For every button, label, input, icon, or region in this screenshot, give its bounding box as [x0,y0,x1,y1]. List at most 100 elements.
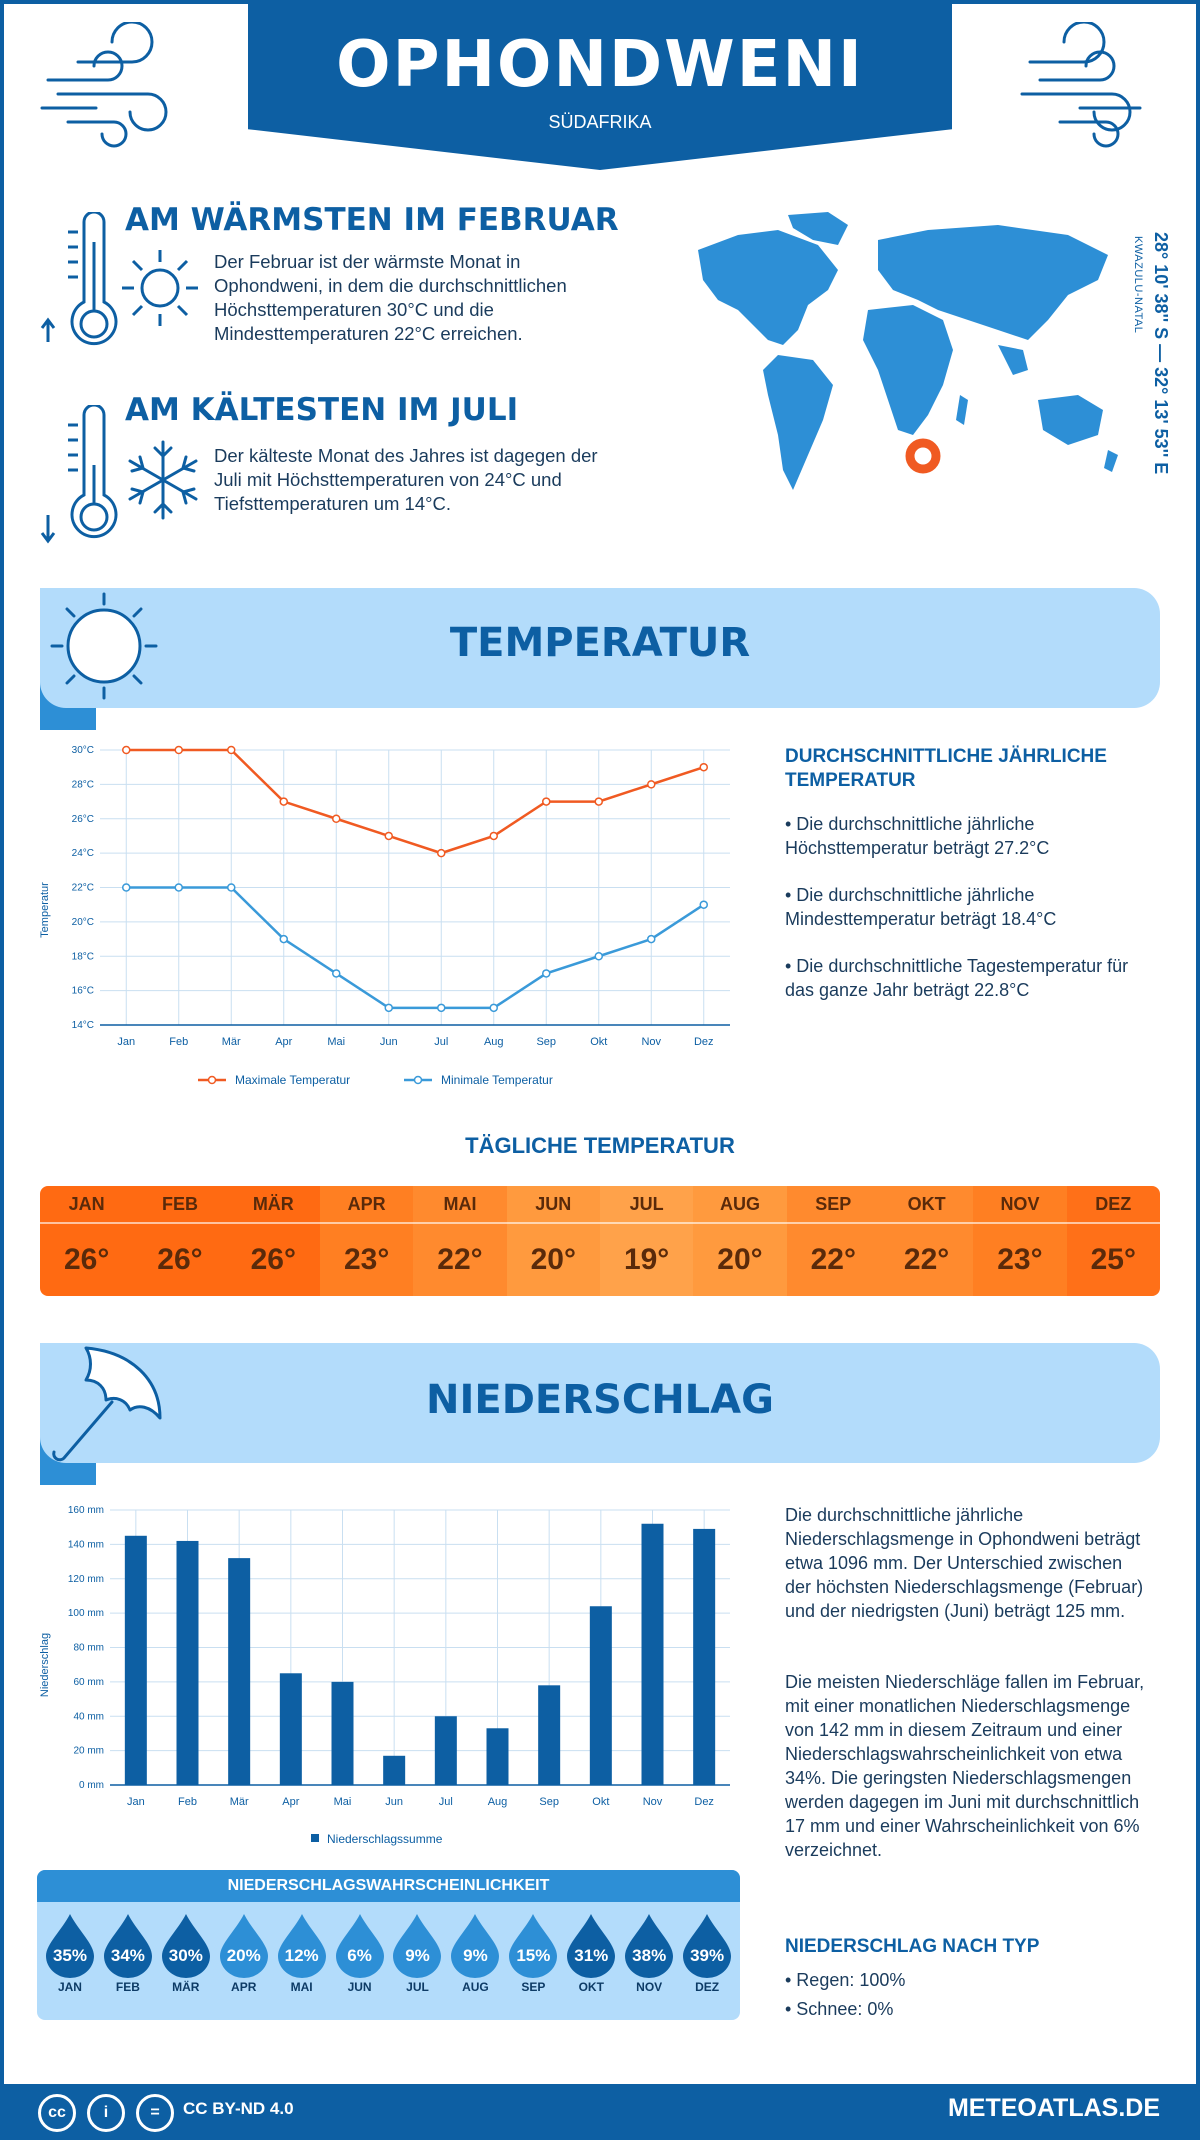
y-tick-label: 18°C [72,951,94,962]
raindrop-icon: 20% [218,1912,270,1978]
x-tick-label: Aug [484,1036,504,1048]
warmest-text: Der Februar ist der wärmste Monat in Oph… [214,251,567,344]
daily-temp-value: 26° [157,1243,203,1276]
legend-precip: Niederschlagssumme [311,1832,443,1846]
daily-temp-table: JAN 26° FEB 26° MÄR 26° APR 23° MAI 22° JUN 20° JUL 1… [40,1186,1160,1296]
data-point [332,814,341,823]
y-tick-label: 14°C [72,1020,94,1031]
bar [279,1673,302,1785]
coordinates: 28° 10' 38'' S — 32° 13' 53'' E [1151,232,1171,475]
legend-precip-label: Niederschlagssumme [327,1832,443,1846]
bar [641,1523,664,1785]
location-marker-icon [905,438,941,474]
daily-temp-value: 26° [63,1243,110,1276]
y-tick-label: 16°C [72,986,94,997]
x-tick-label: Okt [592,1796,609,1808]
legend-max-label: Maximale Temperatur [235,1073,350,1087]
probability-item: 34% FEB [99,1912,157,1994]
legend-max: Maximale Temperatur [198,1073,350,1087]
daily-temp-value: 23° [343,1243,390,1276]
y-tick-label: 22°C [72,883,94,894]
data-point [227,883,236,892]
raindrop-icon: 9% [449,1912,501,1978]
daily-temp-month: APR [319,1186,414,1224]
probability-item: 30% MÄR [157,1912,215,1994]
daily-temp-month: JUL [599,1186,694,1224]
attribution-icon[interactable]: i [87,2094,125,2132]
license-label[interactable]: CC BY-ND 4.0 [183,2099,294,2118]
probability-value: 6% [347,1946,372,1965]
daily-temp-month: MAI [413,1186,507,1224]
data-point [594,952,603,961]
daily-temp-value: 22° [437,1243,483,1276]
x-tick-label: Jan [117,1036,135,1048]
coldest-text: Der kälteste Monat des Jahres ist dagege… [214,445,598,514]
probability-value: 15% [516,1946,551,1965]
x-tick-label: Apr [282,1796,299,1808]
probability-month: FEB [115,1980,140,1994]
probability-value: 31% [574,1946,609,1965]
data-point [542,797,551,806]
probability-month: MAI [290,1980,313,1994]
y-tick-label: 28°C [72,779,94,790]
x-tick-label: Mär [230,1796,249,1808]
x-tick-label: Mär [222,1036,241,1048]
daily-temp-month: SEP [786,1186,880,1224]
data-point [332,969,341,978]
probability-month: APR [231,1980,257,1994]
raindrop-icon: 12% [276,1912,328,1978]
y-tick-label: 0 mm [79,1780,104,1791]
x-tick-label: Aug [488,1796,508,1808]
x-tick-label: Feb [178,1796,197,1808]
daily-temp-value: 20° [530,1243,576,1276]
raindrop-icon: 6% [334,1912,386,1978]
probability-month: SEP [521,1980,546,1994]
x-tick-label: Sep [536,1036,556,1048]
data-point [647,780,656,789]
daily-temp-value: 19° [623,1243,670,1276]
x-tick-label: Sep [539,1796,559,1808]
raindrop-icon: 39% [681,1912,733,1978]
legend-min: Minimale Temperatur [404,1073,553,1087]
raindrop-icon: 34% [102,1912,154,1978]
y-tick-label: 160 mm [68,1505,104,1516]
brand-link[interactable]: METEOATLAS.DE [947,2094,1160,2122]
coldest-title: AM KÄLTESTEN IM JULI [125,392,519,428]
y-tick-label: 40 mm [73,1711,104,1722]
raindrop-icon: 15% [507,1912,559,1978]
x-tick-label: Nov [641,1036,661,1048]
probability-value: 9% [463,1946,488,1965]
temperature-title: TEMPERATUR [449,620,751,666]
no-derivatives-icon[interactable]: = [136,2094,174,2132]
bar [589,1606,612,1785]
x-tick-label: Dez [694,1796,714,1808]
probability-value: 30% [168,1946,203,1965]
bar [434,1716,457,1785]
bar [693,1528,716,1785]
y-tick-label: 80 mm [73,1643,104,1654]
y-axis-label: Temperatur [39,882,51,938]
bar [124,1535,147,1785]
daily-temp-month: DEZ [1066,1186,1160,1224]
daily-temp-cell: JUL 19° [599,1186,694,1296]
probability-item: 9% AUG [446,1912,504,1994]
raindrop-icon: 30% [160,1912,212,1978]
cc-icon[interactable]: cc [38,2094,76,2132]
data-point [279,797,288,806]
daily-temp-cell: MAI 22° [413,1186,507,1296]
temp-bullet-avg: • Die durchschnittliche Tagestemperatur … [785,956,1129,1000]
bar [486,1728,509,1785]
probability-item: 20% APR [215,1912,273,1994]
sun-icon [122,250,198,326]
country-subtitle: SÜDAFRIKA [548,112,652,132]
probability-item: 35% JAN [41,1912,99,1994]
probability-month: JUN [347,1980,372,1994]
city-title: OPHONDWENI [336,28,864,102]
daily-temp-cell: SEP 22° [786,1186,880,1296]
data-point [384,1003,393,1013]
data-point [699,900,708,909]
data-point [279,934,288,944]
precip-text-2: Die meisten Niederschläge fallen im Febr… [785,1672,1145,1860]
bar [331,1681,354,1785]
data-point [384,831,393,841]
